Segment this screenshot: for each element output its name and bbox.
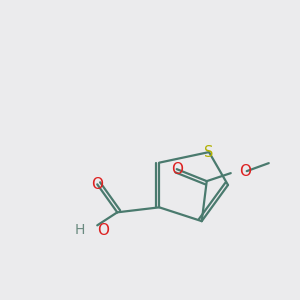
Text: S: S: [204, 145, 214, 160]
Text: O: O: [239, 164, 251, 178]
Text: H: H: [75, 223, 85, 237]
Text: O: O: [91, 177, 103, 192]
Text: O: O: [97, 223, 109, 238]
Text: O: O: [171, 162, 183, 177]
